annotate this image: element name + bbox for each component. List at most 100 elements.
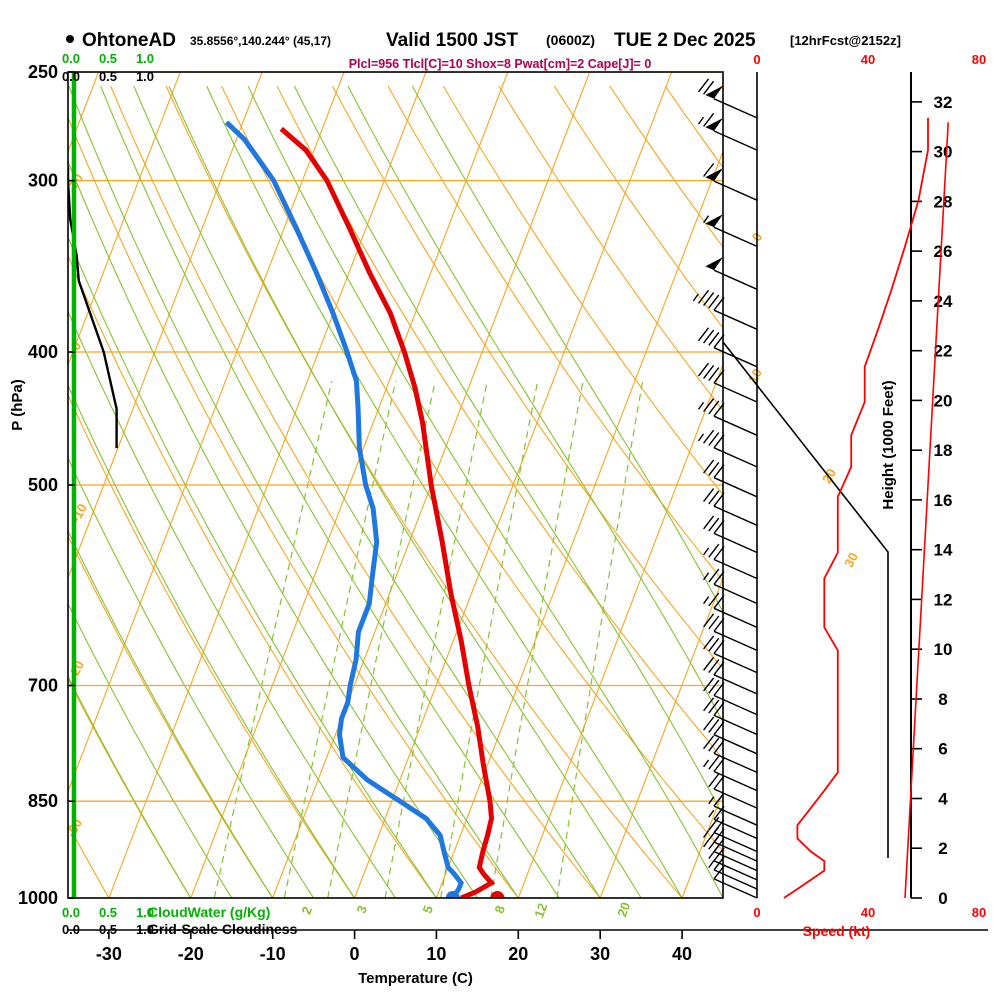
wind-barb-full (708, 816, 720, 831)
wind-barb-half (703, 759, 710, 768)
wind-barb-half (708, 809, 715, 818)
wind-barb-full (713, 594, 725, 609)
wind-barb-staff (713, 415, 758, 436)
wind-barb-staff (713, 805, 758, 826)
wind-barb-full (708, 699, 720, 714)
grid-lines (0, 72, 723, 898)
pressure-tick-label: 1000 (18, 888, 58, 908)
wind-barb-staff (713, 734, 758, 755)
mixing-ratio-label: 5 (419, 903, 436, 915)
station-name: OhtoneAD (82, 30, 176, 51)
wind-barb-full (697, 362, 710, 377)
moist-adiabat-50 (293, 85, 723, 817)
moist-adiabat--5 (68, 456, 315, 898)
height-tick-label: 12 (934, 590, 953, 609)
wind-barb-full (708, 331, 720, 346)
height-curve (904, 122, 949, 899)
pressure-axis-label: P (hPa) (9, 379, 26, 430)
pressure-tick-label: 300 (28, 171, 58, 191)
forecast-tag: [12hrFcst@2152z] (790, 33, 901, 48)
wind-barb-full (703, 697, 715, 712)
height-tick-label: 6 (938, 740, 947, 759)
cloudiness-axis-label: Grid-Scale Cloudiness (148, 921, 298, 937)
wind-barb-full (713, 640, 725, 654)
height-tick-label: 4 (938, 789, 948, 808)
temperature-tick-label: 30 (590, 944, 610, 964)
speed-tick-label-top: 0 (753, 52, 760, 67)
wind-barb-pennant (705, 168, 723, 182)
wind-barb-full (703, 80, 715, 95)
wind-barb-full (708, 367, 720, 382)
wind-barb-staff (713, 850, 758, 872)
temperature-tick-label: -10 (260, 944, 286, 964)
wind-barb-staff (713, 532, 758, 554)
isotherm-label: 10 (745, 366, 765, 386)
speed-tick-label-bottom: 80 (972, 905, 986, 920)
height-axis-label: Height (1000 Feet) (880, 380, 897, 509)
pressure-tick-label: 500 (28, 475, 58, 495)
wind-barb-full (708, 461, 720, 476)
mixing-ratio-label: 8 (491, 903, 508, 915)
speed-tick-label-bottom: 40 (861, 905, 875, 920)
cloudiness-tick-label-bottom: 0.0 (62, 922, 80, 937)
isotherm-30 (599, 576, 723, 898)
wind-barb-staff (713, 818, 758, 840)
wind-barb-full (703, 112, 715, 127)
dry-adiabat-30 (110, 85, 601, 898)
mixing-ratio-2 (283, 380, 397, 898)
wind-barb-full (708, 679, 720, 694)
wind-barb-staff (713, 752, 758, 774)
wind-barb-half (708, 860, 715, 869)
wind-barb-full (713, 519, 725, 534)
isotherm--60 (68, 72, 181, 367)
wind-speed-curve (783, 117, 929, 899)
cloudwater-axis-label: CloudWater (g/Kg) (148, 904, 270, 920)
header: OhtoneAD 35.8556°,140.244° (45,17) Valid 1… (66, 30, 901, 71)
wind-barb-full (708, 517, 720, 532)
dry-adiabat--40 (0, 86, 27, 898)
wind-barb-staff (713, 98, 758, 119)
temperature-surface-dot (490, 891, 505, 898)
wind-barb-full (697, 78, 710, 93)
valid-time: Valid 1500 JST (386, 30, 518, 51)
mixing-ratio-label: 3 (353, 903, 370, 915)
wind-barb-staff (713, 869, 758, 890)
wind-barb-staff (713, 309, 758, 330)
wind-barb-full (708, 400, 720, 415)
dry-adiabat--10 (68, 534, 274, 898)
wind-barb-full (708, 490, 720, 505)
wind-barb-full (713, 819, 725, 833)
wind-barb-full (703, 515, 715, 530)
wind-barb-half (697, 116, 705, 125)
height-tick-label: 32 (934, 93, 953, 112)
wind-barb-staff (713, 558, 758, 580)
wind-barb-staff (713, 831, 758, 853)
wind-barb-full (708, 615, 720, 630)
wind-barb-staff (713, 226, 758, 248)
wind-barb-full (708, 432, 720, 446)
wind-field-boundary (722, 341, 889, 858)
dry-adiabat-0 (68, 393, 356, 898)
wind-barb-half (703, 839, 710, 848)
wind-barb-full (713, 402, 725, 417)
height-tick-label: 20 (934, 391, 953, 410)
wind-barbs (692, 78, 758, 899)
speed-trace (783, 117, 929, 899)
mixing-ratio-label: 20 (614, 900, 633, 919)
wind-barb-staff (713, 130, 758, 151)
wind-barb-full (713, 570, 725, 585)
temperature-tick-label: 40 (672, 944, 692, 964)
wind-barb-staff (713, 477, 758, 498)
wind-barb-full (713, 792, 725, 807)
valid-date: TUE 2 Dec 2025 (614, 30, 756, 51)
moist-adiabat-60 (411, 85, 723, 614)
wind-barb-full (703, 656, 715, 671)
pressure-tick-label: 400 (28, 342, 58, 362)
wind-barb-pennant (705, 257, 723, 271)
wind-barb-full (703, 677, 715, 692)
wind-barb-full (703, 329, 715, 344)
wind-barb-half (697, 433, 705, 442)
wind-barb-full (713, 828, 725, 843)
wind-barb-staff (713, 607, 758, 629)
wind-barb-full (703, 364, 715, 379)
